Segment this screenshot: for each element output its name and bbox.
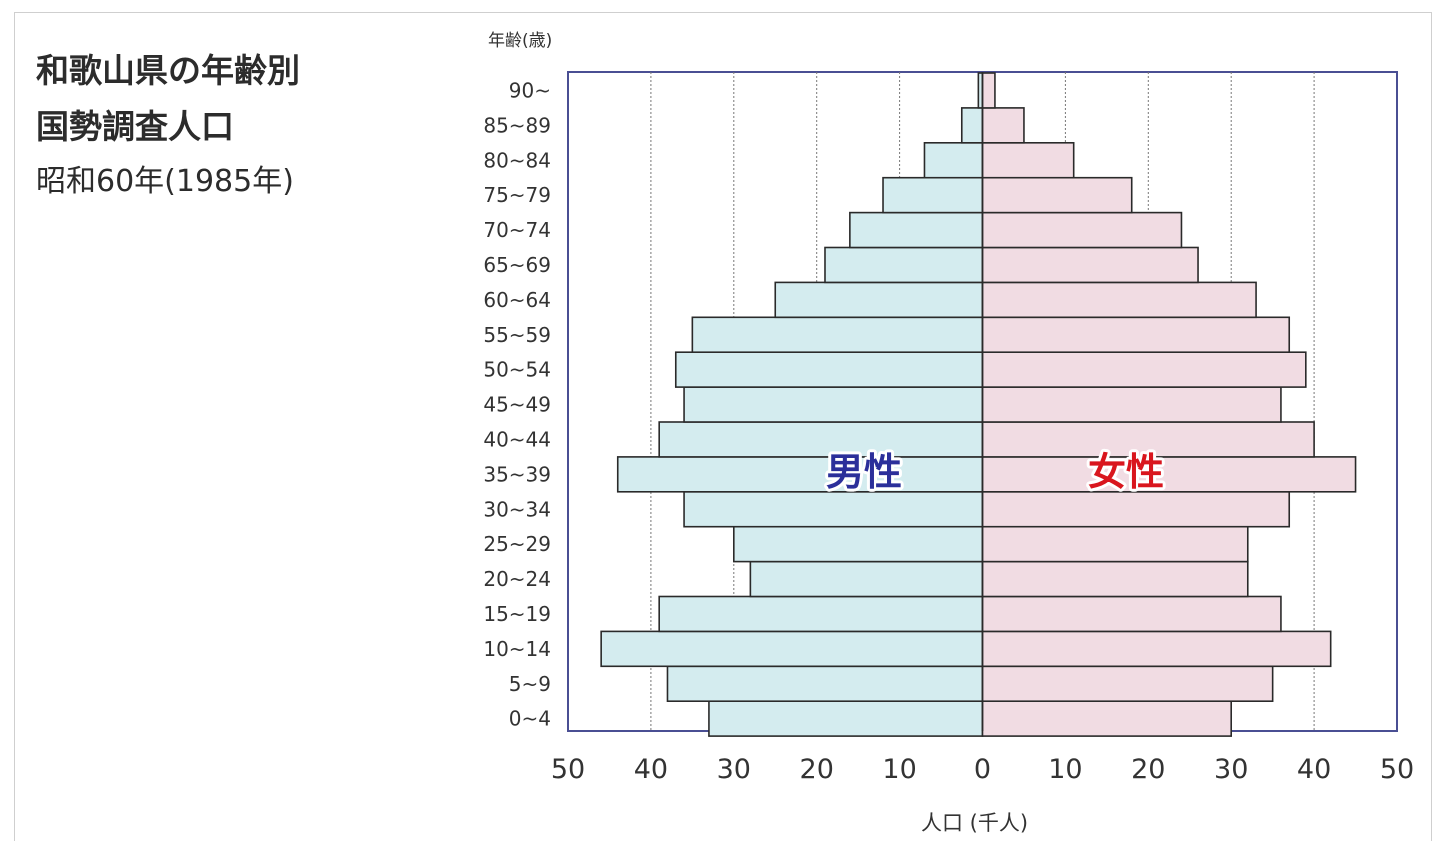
age-tick-label: 35~39 bbox=[483, 462, 551, 486]
female-bar-60~64 bbox=[981, 281, 1257, 319]
female-bar-50~54 bbox=[981, 351, 1307, 388]
x-tick-label: 40 bbox=[634, 754, 668, 785]
chart-subtitle: 昭和60年(1985年) bbox=[36, 164, 294, 199]
age-tick-label: 10~14 bbox=[483, 637, 551, 661]
male-bar-35~39 bbox=[616, 456, 984, 493]
chart-title-line-2: 国勢調査人口 bbox=[36, 107, 234, 146]
age-tick-label: 25~29 bbox=[483, 532, 551, 556]
age-tick-label: 55~59 bbox=[483, 323, 551, 347]
series-label-male: 男性 bbox=[826, 450, 902, 494]
female-bar-15~19 bbox=[981, 595, 1282, 633]
age-tick-label: 80~84 bbox=[483, 148, 551, 172]
age-tick-label: 60~64 bbox=[483, 288, 551, 312]
male-bar-55~59 bbox=[691, 316, 984, 353]
series-label-female: 女性 bbox=[1088, 450, 1164, 494]
age-tick-label: 85~89 bbox=[483, 113, 551, 137]
male-bar-10~14 bbox=[600, 630, 984, 668]
male-bar-80~84 bbox=[923, 142, 984, 179]
age-tick-label: 70~74 bbox=[483, 218, 551, 242]
female-bar-55~59 bbox=[981, 316, 1291, 353]
male-bar-65~69 bbox=[824, 246, 984, 284]
age-tick-label: 15~19 bbox=[483, 602, 551, 626]
x-axis-title: 人口 (千人) bbox=[921, 811, 1028, 835]
male-bar-75~79 bbox=[882, 176, 984, 214]
y-axis-title: 年齢(歳) bbox=[488, 31, 552, 51]
chart-frame bbox=[14, 12, 1432, 841]
male-bar-5~9 bbox=[666, 665, 984, 702]
female-bar-75~79 bbox=[981, 176, 1133, 214]
age-tick-label: 45~49 bbox=[483, 393, 551, 417]
female-bar-10~14 bbox=[981, 630, 1332, 668]
male-bar-20~24 bbox=[749, 560, 984, 598]
age-tick-label: 40~44 bbox=[483, 427, 551, 451]
female-bar-0~4 bbox=[981, 700, 1232, 737]
age-tick-label: 20~24 bbox=[483, 567, 551, 591]
age-tick-label: 0~4 bbox=[509, 707, 551, 731]
male-bar-45~49 bbox=[683, 386, 984, 423]
female-bar-80~84 bbox=[981, 142, 1075, 179]
age-tick-label: 75~79 bbox=[483, 183, 551, 207]
female-bar-5~9 bbox=[981, 665, 1274, 702]
age-tick-label: 5~9 bbox=[509, 672, 551, 696]
female-bar-35~39 bbox=[981, 456, 1357, 493]
male-bar-0~4 bbox=[708, 700, 984, 737]
male-bar-15~19 bbox=[658, 595, 984, 633]
x-tick-label: 30 bbox=[1214, 754, 1248, 785]
male-bar-85~89 bbox=[960, 107, 984, 144]
female-bar-25~29 bbox=[981, 525, 1249, 563]
male-bar-50~54 bbox=[674, 351, 984, 388]
male-bar-40~44 bbox=[658, 421, 984, 458]
female-bar-30~34 bbox=[981, 490, 1291, 528]
male-bar-70~74 bbox=[849, 211, 984, 249]
x-tick-label: 10 bbox=[882, 754, 916, 785]
female-bar-20~24 bbox=[981, 560, 1249, 598]
x-tick-label: 10 bbox=[1048, 754, 1082, 785]
female-bar-90~ bbox=[981, 72, 996, 109]
x-tick-label: 20 bbox=[800, 754, 834, 785]
x-tick-label: 50 bbox=[551, 754, 585, 785]
x-tick-label: 30 bbox=[717, 754, 751, 785]
female-bar-65~69 bbox=[981, 246, 1199, 284]
female-bar-85~89 bbox=[981, 107, 1025, 144]
age-tick-label: 50~54 bbox=[483, 358, 551, 382]
male-bar-25~29 bbox=[732, 525, 984, 563]
female-bar-45~49 bbox=[981, 386, 1282, 423]
male-bar-60~64 bbox=[774, 281, 984, 319]
x-tick-label: 20 bbox=[1131, 754, 1165, 785]
x-tick-label: 0 bbox=[974, 754, 991, 785]
x-tick-label: 50 bbox=[1380, 754, 1414, 785]
chart-title-line-1: 和歌山県の年齢別 bbox=[36, 51, 300, 90]
female-bar-70~74 bbox=[981, 211, 1183, 249]
x-tick-label: 40 bbox=[1297, 754, 1331, 785]
male-bar-30~34 bbox=[683, 490, 984, 528]
age-tick-label: 65~69 bbox=[483, 253, 551, 277]
age-tick-label: 30~34 bbox=[483, 497, 551, 521]
age-tick-label: 90~ bbox=[509, 78, 551, 102]
